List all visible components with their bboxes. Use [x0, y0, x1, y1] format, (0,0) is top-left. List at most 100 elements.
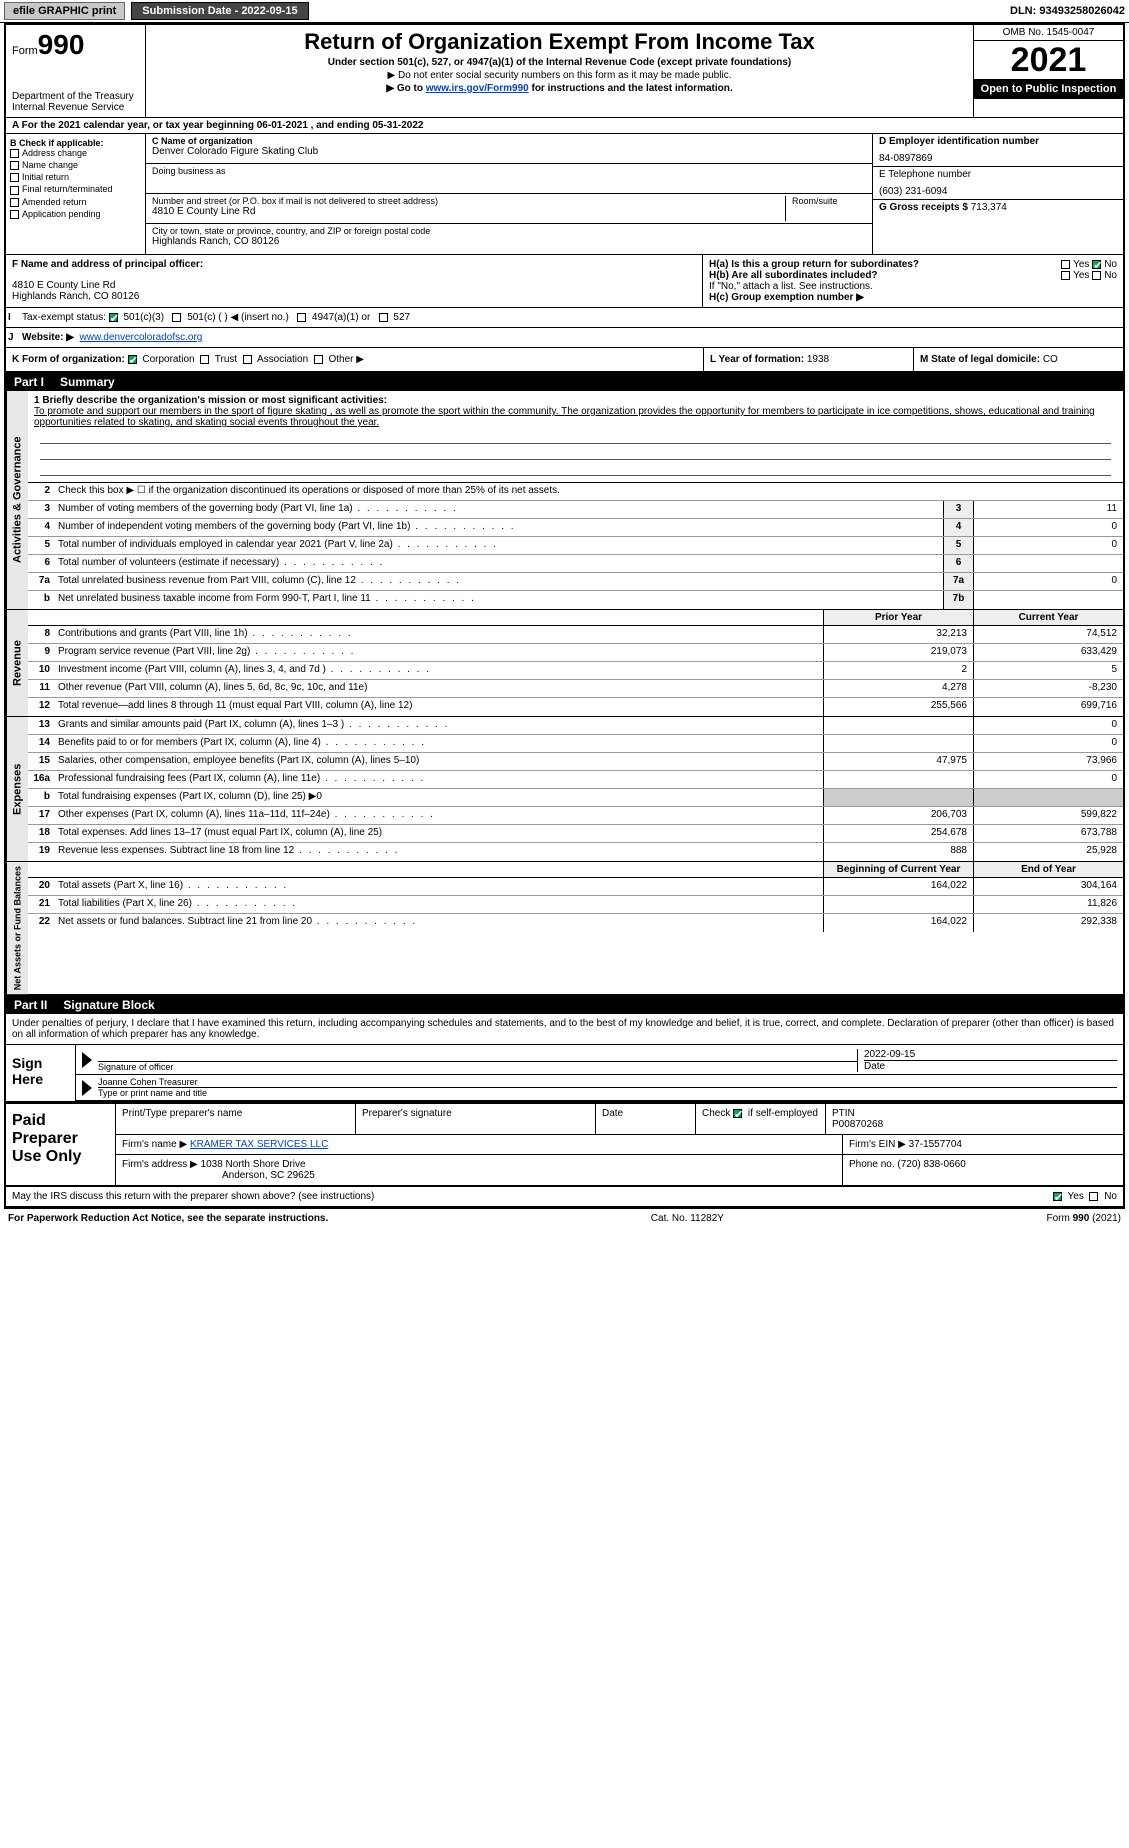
org-name-cell: C Name of organization Denver Colorado F… [146, 134, 872, 164]
check-name-change: Name change [10, 160, 141, 170]
line-4: 4Number of independent voting members of… [28, 519, 1123, 537]
gross-receipts-cell: G Gross receipts $ 713,374 [873, 200, 1123, 230]
form-number: 990 [38, 29, 85, 60]
part-2-header: Part II Signature Block [6, 996, 1123, 1014]
check-address-change: Address change [10, 148, 141, 158]
cat-number: Cat. No. 11282Y [651, 1213, 724, 1224]
addr-value: 4810 E County Line Rd [152, 206, 779, 217]
arrow-icon [82, 1052, 92, 1068]
line-21: 21Total liabilities (Part X, line 26) 11… [28, 896, 1123, 914]
col-b-header: B Check if applicable: [10, 138, 141, 148]
period-end: 05-31-2022 [372, 120, 423, 131]
side-label-governance: Activities & Governance [6, 391, 28, 609]
net-col-header: Beginning of Current Year End of Year [28, 862, 1123, 878]
form-of-org: K Form of organization: Corporation Trus… [6, 348, 703, 371]
period-begin: 06-01-2021 [257, 120, 308, 131]
firm-name-value[interactable]: KRAMER TAX SERVICES LLC [190, 1139, 328, 1150]
firm-phone-value: (720) 838-0660 [897, 1159, 965, 1170]
firm-phone-label: Phone no. [849, 1159, 897, 1170]
line-19: 19Revenue less expenses. Subtract line 1… [28, 843, 1123, 861]
check-amended-return: Amended return [10, 197, 141, 207]
assoc-box [243, 355, 252, 364]
signature-block: Under penalties of perjury, I declare th… [6, 1014, 1123, 1207]
ein-cell: D Employer identification number 84-0897… [873, 134, 1123, 167]
preparer-name-header: Print/Type preparer's name [116, 1104, 356, 1134]
part-2-label: Part II [14, 998, 47, 1012]
sign-here-label: Sign Here [6, 1045, 76, 1101]
sig-date-label: Date [864, 1060, 1117, 1072]
col-b-checkboxes: B Check if applicable: Address change Na… [6, 134, 146, 254]
website-link[interactable]: www.denvercoloradofsc.org [80, 332, 203, 343]
officer-name-row: Joanne Cohen Treasurer Type or print nam… [76, 1075, 1123, 1101]
address-cell: Number and street (or P.O. box if mail i… [146, 194, 872, 224]
ein-value: 84-0897869 [879, 153, 1117, 164]
irs-label: Internal Revenue Service [12, 102, 139, 113]
blank-line [40, 430, 1111, 444]
form-year-footer: Form 990 (2021) [1047, 1213, 1122, 1224]
period-label: A For the 2021 calendar year, or tax yea… [12, 120, 257, 131]
firm-ein-value: 37-1557704 [909, 1139, 962, 1150]
line-8: 8Contributions and grants (Part VIII, li… [28, 626, 1123, 644]
efile-topbar: efile GRAPHIC print Submission Date - 20… [0, 0, 1129, 23]
dba-label: Doing business as [152, 166, 866, 176]
line-2: 2Check this box ▶ ☐ if the organization … [28, 483, 1123, 501]
expenses-block: Expenses 13Grants and similar amounts pa… [6, 717, 1123, 862]
firm-name-row: Firm's name ▶ KRAMER TAX SERVICES LLC Fi… [116, 1135, 1123, 1155]
501c-box [172, 313, 181, 322]
mission-text: To promote and support our members in th… [34, 406, 1095, 428]
ptin-cell: PTIN P00870268 [826, 1104, 1123, 1134]
4947-box [297, 313, 306, 322]
row-i-marker: I [6, 308, 16, 327]
form-990-label: Form990 [12, 29, 139, 61]
line-16b: bTotal fundraising expenses (Part IX, co… [28, 789, 1123, 807]
org-name-value: Denver Colorado Figure Skating Club [152, 146, 866, 157]
part-2-title: Signature Block [63, 998, 154, 1012]
side-label-net-assets: Net Assets or Fund Balances [6, 862, 28, 994]
part-1-label: Part I [14, 375, 44, 389]
check-application-pending: Application pending [10, 209, 141, 219]
period-mid: , and ending [311, 120, 373, 131]
line-12: 12Total revenue—add lines 8 through 11 (… [28, 698, 1123, 716]
city-label: City or town, state or province, country… [152, 226, 866, 236]
tax-exempt-content: Tax-exempt status: 501(c)(3) 501(c) ( ) … [16, 308, 1123, 327]
city-cell: City or town, state or province, country… [146, 224, 872, 254]
irs-gov-link[interactable]: www.irs.gov/Form990 [426, 83, 529, 94]
blank-line [40, 446, 1111, 460]
signature-declaration: Under penalties of perjury, I declare th… [6, 1014, 1123, 1045]
officer-addr1: 4810 E County Line Rd [12, 280, 696, 291]
check-final-return: Final return/terminated [10, 184, 141, 194]
hb-no-box [1092, 271, 1101, 280]
line-16a: 16aProfessional fundraising fees (Part I… [28, 771, 1123, 789]
efile-graphic-label: efile GRAPHIC print [4, 2, 125, 20]
activities-governance-block: Activities & Governance 1 Briefly descri… [6, 391, 1123, 610]
form-990-frame: Form990 Department of the Treasury Inter… [4, 23, 1125, 1209]
part-1-header: Part I Summary [6, 373, 1123, 391]
ptin-value: P00870268 [832, 1119, 1117, 1130]
firm-name-label: Firm's name ▶ [122, 1139, 187, 1150]
firm-address-row: Firm's address ▶ 1038 North Shore Drive … [116, 1155, 1123, 1185]
net-assets-block: Net Assets or Fund Balances Beginning of… [6, 862, 1123, 996]
h-b-row: H(b) Are all subordinates included? Yes … [709, 270, 1117, 281]
prior-year-header: Prior Year [823, 610, 973, 625]
row-j-website: J Website: ▶ www.denvercoloradofsc.org [6, 328, 1123, 348]
row-klm: K Form of organization: Corporation Trus… [6, 348, 1123, 373]
line-15: 15Salaries, other compensation, employee… [28, 753, 1123, 771]
form-header-row: Form990 Department of the Treasury Inter… [6, 25, 1123, 118]
corp-box-checked [128, 355, 137, 364]
col-d-info: D Employer identification number 84-0897… [873, 134, 1123, 254]
mission-label: Briefly describe the organization's miss… [42, 395, 387, 406]
submission-date-pill: Submission Date - 2022-09-15 [131, 2, 308, 20]
paid-preparer-block: Paid Preparer Use Only Print/Type prepar… [6, 1102, 1123, 1187]
gross-value: 713,374 [971, 202, 1007, 213]
open-to-public-badge: Open to Public Inspection [974, 79, 1123, 99]
org-name-label: C Name of organization [152, 136, 866, 146]
sub3-post: for instructions and the latest informat… [529, 83, 733, 94]
line-13: 13Grants and similar amounts paid (Part … [28, 717, 1123, 735]
firm-addr2: Anderson, SC 29625 [222, 1170, 315, 1181]
addr-label: Number and street (or P.O. box if mail i… [152, 196, 779, 206]
k-label: K Form of organization: [12, 354, 125, 365]
form-subtitle-3: ▶ Go to www.irs.gov/Form990 for instruct… [154, 83, 965, 94]
tax-period-row: A For the 2021 calendar year, or tax yea… [6, 118, 1123, 134]
group-return-block: H(a) Is this a group return for subordin… [703, 255, 1123, 307]
h-a-row: H(a) Is this a group return for subordin… [709, 259, 1117, 270]
